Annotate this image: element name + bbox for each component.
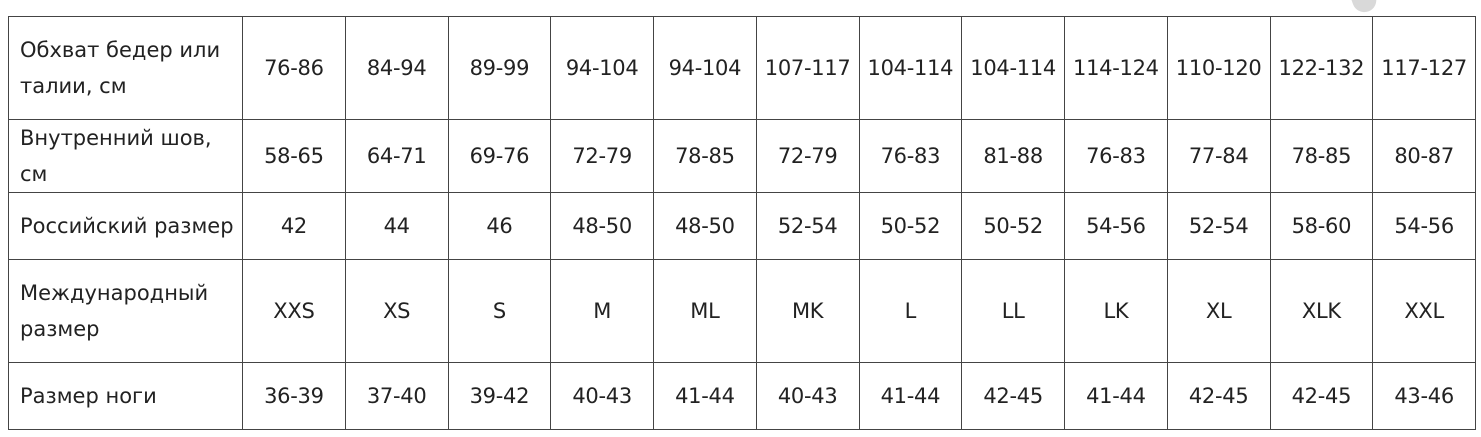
table-cell: 40-43 (755, 362, 860, 430)
inseam-row: Внутренний шов, см 58-65 64-71 69-76 72-79 78… (8, 119, 1476, 193)
table-cell: 94-104 (550, 16, 654, 120)
table-cell: M (550, 259, 654, 363)
table-cell: 48-50 (653, 192, 757, 260)
table-cell: 50-52 (858, 192, 963, 260)
russian-size-row: Российский размер 42 44 46 48-50 48-50 52-54 50… (8, 192, 1476, 260)
table-cell: XXS (242, 259, 346, 363)
table-cell: 52-54 (755, 192, 860, 260)
table-cell: 77-84 (1166, 119, 1271, 193)
table-cell: 84-94 (344, 16, 449, 120)
table-cell: 76-86 (242, 16, 346, 120)
table-cell: ML (653, 259, 757, 363)
row-label: Размер ноги (8, 362, 243, 430)
table-cell: 54-56 (1372, 192, 1476, 260)
row-label: Международный размер (8, 259, 243, 363)
table-cell: 42-45 (961, 362, 1065, 430)
table-cell: 78-85 (653, 119, 757, 193)
table-cell: 114-124 (1064, 16, 1168, 120)
table-cell: LK (1064, 259, 1168, 363)
table-cell: 41-44 (858, 362, 963, 430)
row-label: Внутренний шов, см (8, 119, 243, 193)
table-cell: 48-50 (550, 192, 654, 260)
table-cell: 94-104 (653, 16, 757, 120)
table-cell: LL (961, 259, 1065, 363)
table-cell: 42-45 (1166, 362, 1271, 430)
table-cell: 50-52 (961, 192, 1065, 260)
table-cell: 41-44 (1064, 362, 1168, 430)
table-cell: XL (1166, 259, 1271, 363)
table-cell: 104-114 (858, 16, 963, 120)
table-cell: 69-76 (447, 119, 552, 193)
table-cell: 58-65 (242, 119, 346, 193)
table-cell: 80-87 (1372, 119, 1476, 193)
hip-waist-row: Обхват бедер или талии, см 76-86 84-94 89-9… (8, 16, 1476, 120)
table-cell: XLK (1269, 259, 1374, 363)
table-cell: 110-120 (1166, 16, 1271, 120)
table-cell: 76-83 (858, 119, 963, 193)
table-cell: XS (344, 259, 449, 363)
table-cell: 76-83 (1064, 119, 1168, 193)
table-cell: 122-132 (1269, 16, 1374, 120)
foot-size-row: Размер ноги 36-39 37-40 39-42 40-43 41-44 40-4… (8, 362, 1476, 430)
table-cell: 42-45 (1269, 362, 1374, 430)
table-cell: 40-43 (550, 362, 654, 430)
table-cell: 41-44 (653, 362, 757, 430)
size-chart-body: Обхват бедер или талии, см 76-86 84-94 89-9… (8, 16, 1476, 430)
international-size-row: Международный размер XXS XS S M ML MK L LL LK XL XL… (8, 259, 1476, 363)
table-cell: 37-40 (344, 362, 449, 430)
table-cell: S (447, 259, 552, 363)
table-cell: 46 (447, 192, 552, 260)
table-cell: XXL (1372, 259, 1476, 363)
table-cell: 42 (242, 192, 346, 260)
corner-decoration (1350, 0, 1380, 16)
table-cell: 89-99 (447, 16, 552, 120)
table-cell: 43-46 (1372, 362, 1476, 430)
table-cell: 107-117 (755, 16, 860, 120)
row-label: Обхват бедер или талии, см (8, 16, 243, 120)
table-cell: L (858, 259, 963, 363)
table-cell: 72-79 (755, 119, 860, 193)
table-cell: 54-56 (1064, 192, 1168, 260)
table-cell: 78-85 (1269, 119, 1374, 193)
table-cell: 81-88 (961, 119, 1065, 193)
table-cell: 52-54 (1166, 192, 1271, 260)
table-cell: 104-114 (961, 16, 1065, 120)
table-cell: MK (755, 259, 860, 363)
table-cell: 72-79 (550, 119, 654, 193)
size-chart-table: Обхват бедер или талии, см 76-86 84-94 89-9… (8, 16, 1476, 430)
table-cell: 39-42 (447, 362, 552, 430)
table-cell: 36-39 (242, 362, 346, 430)
row-label: Российский размер (8, 192, 243, 260)
table-cell: 44 (344, 192, 449, 260)
table-cell: 58-60 (1269, 192, 1374, 260)
table-cell: 117-127 (1372, 16, 1476, 120)
table-cell: 64-71 (344, 119, 449, 193)
